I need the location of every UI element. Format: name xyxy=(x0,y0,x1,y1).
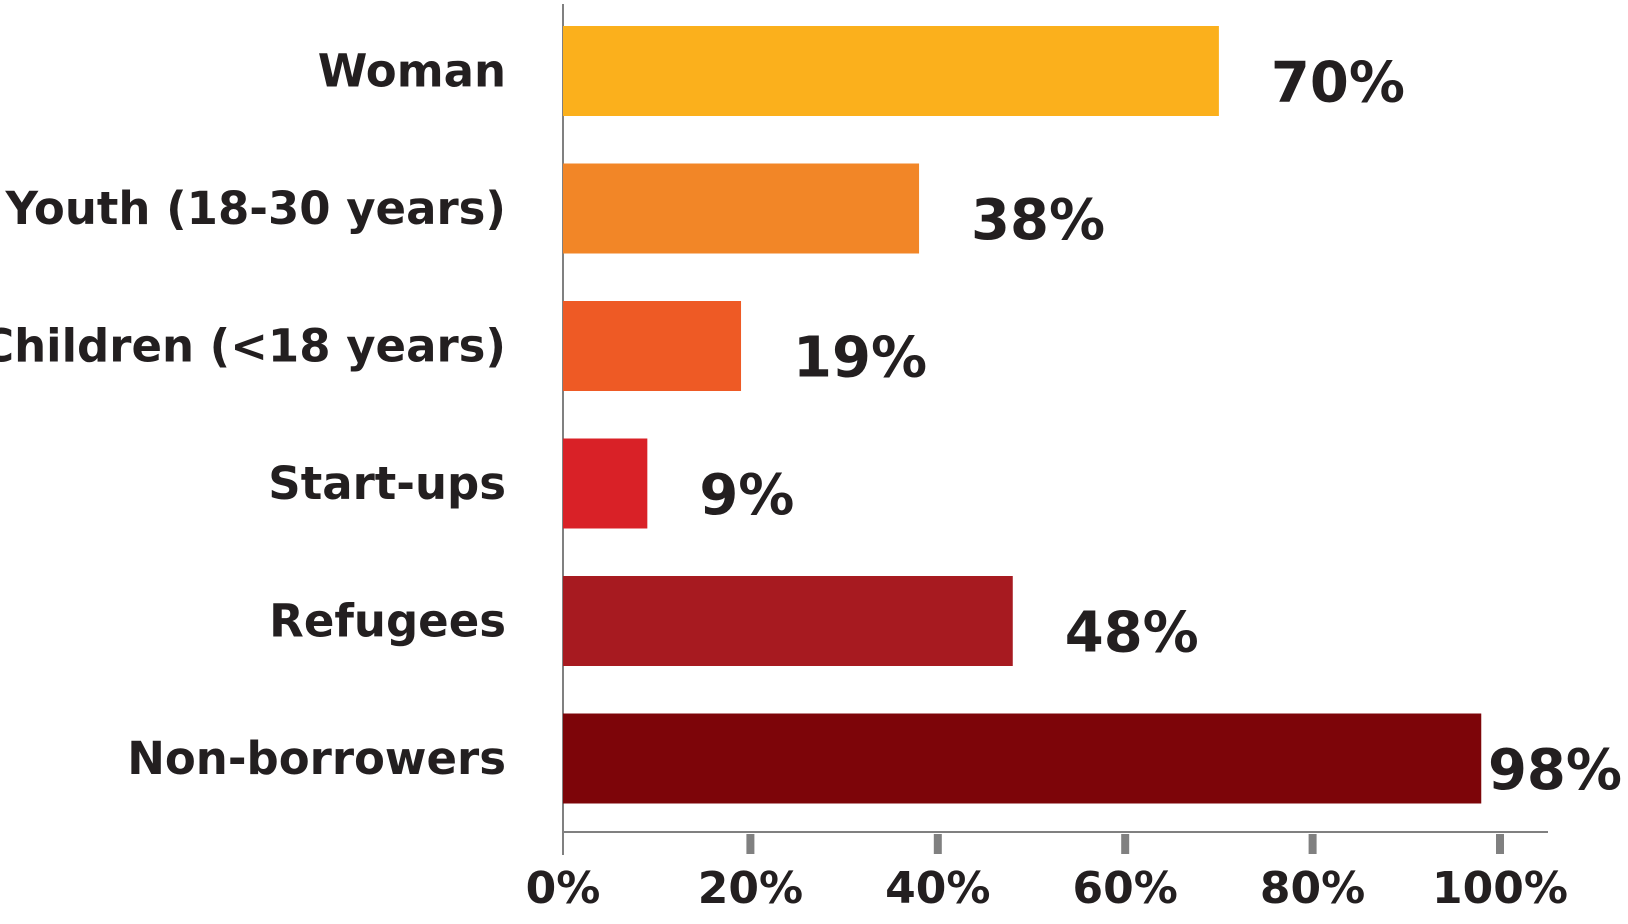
value-label: 38% xyxy=(971,188,1105,253)
bar-1 xyxy=(563,163,920,254)
x-tick-mark xyxy=(1496,834,1504,854)
bars-group xyxy=(563,26,1482,804)
bar-5 xyxy=(563,713,1482,804)
value-label: 19% xyxy=(793,326,927,391)
value-label: 70% xyxy=(1271,51,1405,116)
category-labels: Woman Youth (18-30 years) Children (<18 ye… xyxy=(0,45,506,786)
category-label: Start-ups xyxy=(268,457,506,510)
x-tick-label: 0% xyxy=(526,863,601,914)
value-label: 98% xyxy=(1488,738,1622,803)
x-tick-label: 60% xyxy=(1073,863,1178,914)
x-tick-labels: 0% 20% 40% 60% 80% 100% xyxy=(526,863,1568,914)
x-tick-mark xyxy=(1308,834,1317,854)
x-tick-mark xyxy=(746,834,755,854)
x-tick-label: 40% xyxy=(885,863,990,914)
category-label: Woman xyxy=(318,45,506,98)
x-tick-label: 20% xyxy=(698,863,803,914)
bar-0 xyxy=(563,26,1219,116)
x-ticks xyxy=(746,834,1504,854)
x-tick-mark xyxy=(1121,834,1130,854)
value-label: 48% xyxy=(1065,601,1199,666)
chart-axes xyxy=(562,4,1548,855)
category-label: Youth (18-30 years) xyxy=(4,182,506,235)
x-tick-label: 80% xyxy=(1260,863,1365,914)
category-label: Refugees xyxy=(269,595,506,648)
category-label: Children (<18 years) xyxy=(0,320,506,373)
value-labels: 70% 38% 19% 9% 48% 98% xyxy=(699,51,1622,804)
value-label: 9% xyxy=(699,463,794,528)
bar-4 xyxy=(563,576,1013,666)
bar-2 xyxy=(563,301,742,391)
bar-3 xyxy=(563,438,648,529)
x-tick-mark xyxy=(933,834,942,854)
x-tick-label: 100% xyxy=(1432,863,1568,914)
category-label: Non-borrowers xyxy=(127,732,506,785)
